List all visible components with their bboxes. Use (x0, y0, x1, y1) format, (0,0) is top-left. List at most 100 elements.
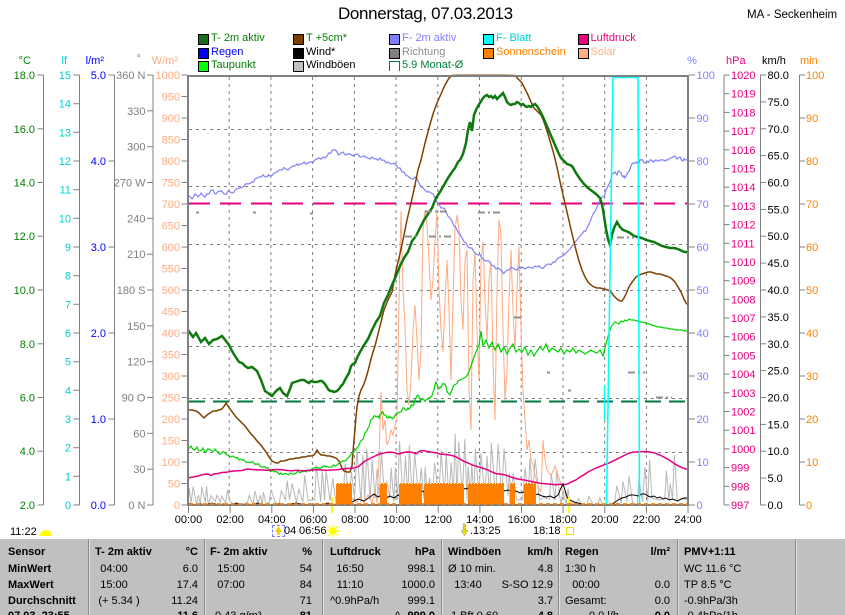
svg-text:999: 999 (731, 463, 749, 475)
svg-text:10.0: 10.0 (768, 446, 789, 458)
svg-text:1000: 1000 (731, 444, 755, 456)
svg-text:850: 850 (162, 135, 180, 147)
svg-text:80: 80 (806, 156, 818, 168)
svg-text:1013: 1013 (731, 201, 755, 213)
svg-text:18:00: 18:00 (549, 514, 577, 526)
svg-text:950: 950 (162, 92, 180, 104)
svg-text:16.0: 16.0 (14, 124, 35, 136)
svg-text:90: 90 (697, 113, 709, 125)
svg-text:10: 10 (697, 457, 709, 469)
svg-text:750: 750 (162, 178, 180, 190)
svg-text:9: 9 (65, 242, 71, 254)
svg-text:1014: 1014 (731, 182, 755, 194)
svg-text:240: 240 (127, 213, 145, 225)
svg-text:100: 100 (806, 70, 824, 82)
svg-text:1005: 1005 (731, 350, 755, 362)
svg-text:30: 30 (697, 371, 709, 383)
svg-text:650: 650 (162, 221, 180, 233)
svg-text:1008: 1008 (731, 294, 755, 306)
svg-text:W/m²: W/m² (152, 55, 179, 67)
svg-text:3.0: 3.0 (91, 242, 106, 254)
svg-text:15: 15 (59, 70, 71, 82)
svg-text:18.0: 18.0 (14, 70, 35, 82)
svg-text:360 N: 360 N (116, 70, 145, 82)
svg-text:45.0: 45.0 (768, 258, 789, 270)
svg-text:14: 14 (59, 99, 71, 111)
svg-text:600: 600 (162, 242, 180, 254)
svg-text:270 W: 270 W (114, 178, 146, 190)
svg-text:1007: 1007 (731, 313, 755, 325)
svg-text:1004: 1004 (731, 369, 755, 381)
svg-text:6.0: 6.0 (20, 393, 35, 405)
svg-text:1006: 1006 (731, 332, 755, 344)
svg-text:70.0: 70.0 (768, 124, 789, 136)
svg-text:1003: 1003 (731, 388, 755, 400)
svg-text:8: 8 (65, 271, 71, 283)
svg-text:180 S: 180 S (117, 285, 146, 297)
svg-text:150: 150 (127, 321, 145, 333)
svg-text:300: 300 (127, 142, 145, 154)
svg-text:06:00: 06:00 (300, 514, 328, 526)
svg-text:60: 60 (697, 242, 709, 254)
svg-text:1019: 1019 (731, 89, 755, 101)
svg-text:1: 1 (65, 471, 71, 483)
svg-text:20.0: 20.0 (768, 393, 789, 405)
svg-text:1001: 1001 (731, 425, 755, 437)
svg-text:1015: 1015 (731, 164, 755, 176)
svg-text:14.0: 14.0 (14, 178, 35, 190)
svg-text:0.0: 0.0 (768, 500, 783, 512)
svg-text:2: 2 (65, 443, 71, 455)
svg-text:800: 800 (162, 156, 180, 168)
svg-text:70: 70 (806, 199, 818, 211)
svg-text:6: 6 (65, 328, 71, 340)
svg-text:°: ° (137, 53, 141, 65)
svg-text:350: 350 (162, 350, 180, 362)
svg-text:14:00: 14:00 (466, 514, 494, 526)
svg-text:40.0: 40.0 (768, 285, 789, 297)
svg-text:4.0: 4.0 (91, 156, 106, 168)
svg-text:10:00: 10:00 (383, 514, 411, 526)
svg-text:5: 5 (65, 357, 71, 369)
svg-text:70: 70 (697, 199, 709, 211)
svg-text:0 N: 0 N (128, 500, 145, 512)
svg-text:200: 200 (162, 414, 180, 426)
svg-text:4: 4 (65, 385, 71, 397)
svg-text:10: 10 (59, 213, 71, 225)
svg-text:150: 150 (162, 436, 180, 448)
svg-text:40: 40 (697, 328, 709, 340)
svg-text:997: 997 (731, 500, 749, 512)
svg-text:°C: °C (19, 55, 31, 67)
svg-text:60.0: 60.0 (768, 178, 789, 190)
svg-text:1017: 1017 (731, 126, 755, 138)
svg-text:10: 10 (806, 457, 818, 469)
svg-text:400: 400 (162, 328, 180, 340)
svg-text:13: 13 (59, 127, 71, 139)
svg-text:900: 900 (162, 113, 180, 125)
svg-text:50: 50 (168, 479, 180, 491)
svg-text:700: 700 (162, 199, 180, 211)
svg-text:1016: 1016 (731, 145, 755, 157)
svg-text:120: 120 (127, 357, 145, 369)
svg-text:998: 998 (731, 481, 749, 493)
svg-text:2.0: 2.0 (91, 328, 106, 340)
svg-text:min: min (800, 55, 818, 67)
svg-text:1009: 1009 (731, 276, 755, 288)
svg-text:1018: 1018 (731, 107, 755, 119)
svg-text:30: 30 (133, 464, 145, 476)
svg-text:75.0: 75.0 (768, 97, 789, 109)
svg-text:300: 300 (162, 371, 180, 383)
svg-text:100: 100 (697, 70, 715, 82)
svg-text:12: 12 (59, 156, 71, 168)
svg-text:20:00: 20:00 (591, 514, 619, 526)
svg-text:60: 60 (806, 242, 818, 254)
svg-text:1000: 1000 (156, 70, 180, 82)
svg-text:0.0: 0.0 (91, 500, 106, 512)
svg-text:60: 60 (133, 428, 145, 440)
svg-text:40: 40 (806, 328, 818, 340)
svg-text:l/m²: l/m² (86, 55, 105, 67)
svg-text:30: 30 (806, 371, 818, 383)
svg-text:20: 20 (697, 414, 709, 426)
svg-text:90: 90 (806, 113, 818, 125)
svg-text:km/h: km/h (762, 55, 786, 67)
svg-text:0: 0 (65, 500, 71, 512)
